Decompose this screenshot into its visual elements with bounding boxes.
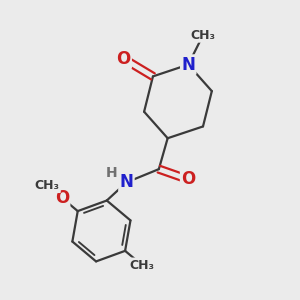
- Text: O: O: [116, 50, 130, 68]
- Text: H: H: [106, 166, 118, 180]
- Text: O: O: [55, 189, 69, 207]
- Text: O: O: [181, 170, 195, 188]
- Text: N: N: [181, 56, 195, 74]
- Text: N: N: [119, 173, 134, 191]
- Text: CH₃: CH₃: [130, 259, 154, 272]
- Text: CH₃: CH₃: [190, 29, 215, 42]
- Text: CH₃: CH₃: [35, 179, 60, 192]
